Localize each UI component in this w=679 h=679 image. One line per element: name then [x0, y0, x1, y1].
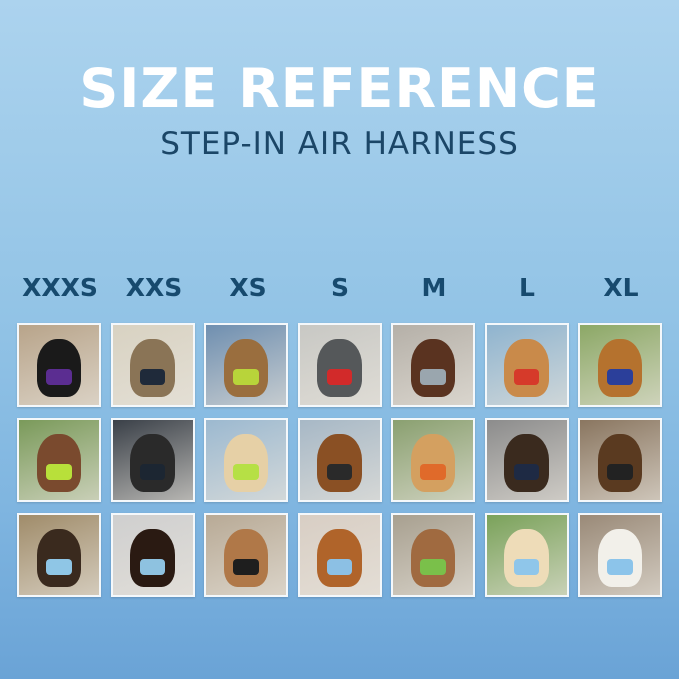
- pet-figure: [223, 339, 269, 397]
- harness: [607, 559, 633, 575]
- harness: [139, 464, 166, 480]
- harness: [326, 559, 353, 575]
- pet-photo: [578, 513, 662, 597]
- pet-photo: [17, 418, 101, 502]
- pet-figure: [410, 339, 456, 397]
- harness: [420, 559, 446, 575]
- pet-photo: [484, 513, 569, 597]
- size-label-xxxs: XXXS: [22, 273, 98, 302]
- harness: [513, 559, 540, 575]
- size-label-l: L: [519, 273, 535, 302]
- pet-figure: [130, 434, 175, 492]
- pet-figure: [223, 529, 269, 587]
- size-label-xl: XL: [603, 273, 639, 302]
- pet-figure: [317, 339, 362, 397]
- pet-photo: [297, 513, 382, 597]
- pet-figure: [317, 434, 362, 492]
- pet-figure: [317, 529, 362, 587]
- pet-photo: [297, 323, 382, 407]
- pet-photo: [578, 418, 662, 502]
- size-label-xxs: XXS: [125, 273, 183, 302]
- harness: [139, 369, 166, 385]
- pet-figure: [504, 529, 549, 587]
- harness: [46, 559, 72, 575]
- pet-photo: [484, 418, 569, 502]
- pet-photo: [17, 513, 101, 597]
- pet-photo: [204, 418, 288, 502]
- harness: [326, 369, 353, 385]
- pet-figure: [504, 434, 549, 492]
- harness: [420, 369, 446, 385]
- pet-figure: [36, 434, 82, 492]
- pet-photo: [297, 418, 382, 502]
- pet-photo: [578, 323, 662, 407]
- pet-photo: [204, 513, 288, 597]
- pet-figure: [597, 339, 643, 397]
- pet-photo: [110, 418, 195, 502]
- pet-figure: [223, 434, 269, 492]
- pet-photo: [391, 323, 475, 407]
- page-subtitle: STEP-IN AIR HARNESS: [160, 126, 519, 162]
- pet-photo: [391, 513, 475, 597]
- pet-photo: [17, 323, 101, 407]
- size-labels: XXXS XXS XS S M L XL: [0, 272, 679, 304]
- pet-photo: [110, 513, 195, 597]
- size-label-m: M: [421, 273, 447, 302]
- harness: [420, 464, 446, 480]
- pet-figure: [410, 529, 456, 587]
- pet-figure: [36, 529, 82, 587]
- harness: [233, 559, 259, 575]
- page-title: SIZE REFERENCE: [79, 57, 600, 120]
- pet-figure: [130, 529, 175, 587]
- size-label-xs: XS: [229, 273, 267, 302]
- pet-figure: [597, 529, 643, 587]
- harness: [233, 464, 259, 480]
- pet-photo: [204, 323, 288, 407]
- pet-photo: [110, 323, 195, 407]
- pet-figure: [36, 339, 82, 397]
- pet-photo: [484, 323, 569, 407]
- size-label-s: S: [330, 273, 349, 302]
- harness: [513, 464, 540, 480]
- pet-photo: [391, 418, 475, 502]
- pet-figure: [410, 434, 456, 492]
- pet-figure: [504, 339, 549, 397]
- harness: [607, 464, 633, 480]
- photo-grid: [17, 323, 662, 597]
- harness: [139, 559, 166, 575]
- harness: [46, 464, 72, 480]
- harness: [607, 369, 633, 385]
- harness: [233, 369, 259, 385]
- harness: [46, 369, 72, 385]
- pet-figure: [597, 434, 643, 492]
- harness: [513, 369, 540, 385]
- pet-figure: [130, 339, 175, 397]
- harness: [326, 464, 353, 480]
